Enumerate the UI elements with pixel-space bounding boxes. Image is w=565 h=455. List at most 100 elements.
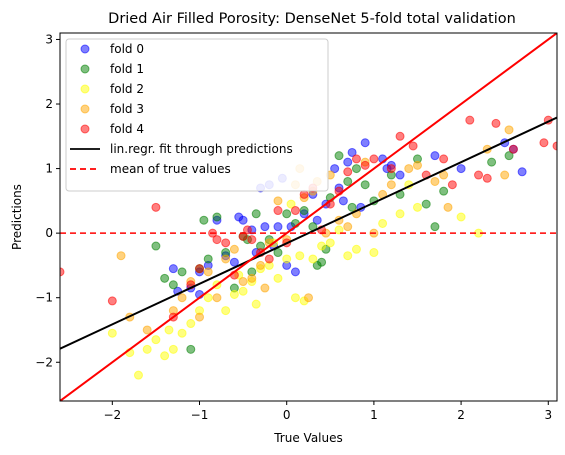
fold-3-point bbox=[386, 180, 396, 190]
fold-3-point bbox=[229, 244, 239, 254]
fold-0-point bbox=[273, 222, 283, 232]
fold-0-point bbox=[347, 147, 357, 157]
fold-3-point bbox=[404, 164, 414, 174]
fold-0-point bbox=[229, 257, 239, 267]
fold-3-point bbox=[256, 260, 266, 270]
fold-4-point bbox=[369, 154, 379, 164]
legend-label: lin.regr. fit through predictions bbox=[110, 142, 293, 156]
fold-2-point bbox=[295, 251, 305, 261]
fold-2-point bbox=[186, 319, 196, 329]
fold-4-point bbox=[552, 141, 557, 151]
fold-0-point bbox=[360, 138, 370, 148]
fold-4-point bbox=[474, 170, 484, 180]
fold-2-point bbox=[238, 286, 248, 296]
legend-marker bbox=[80, 104, 90, 114]
fold-3-point bbox=[273, 196, 283, 206]
fold-0-point bbox=[330, 164, 340, 174]
fold-4-point bbox=[60, 267, 65, 277]
x-axis-label: True Values bbox=[273, 431, 343, 445]
fold-2-point bbox=[164, 325, 174, 335]
fold-3-point bbox=[260, 283, 270, 293]
fold-2-point bbox=[351, 244, 361, 254]
fold-3-point bbox=[142, 325, 152, 335]
fold-4-point bbox=[465, 115, 475, 125]
fold-1-point bbox=[203, 254, 213, 264]
fold-1-point bbox=[317, 257, 327, 267]
fold-1-point bbox=[334, 151, 344, 161]
fold-1-point bbox=[186, 344, 196, 354]
fold-4-point bbox=[195, 264, 205, 274]
fold-1-point bbox=[504, 151, 514, 161]
fold-1-point bbox=[487, 157, 497, 167]
fold-0-point bbox=[517, 167, 527, 177]
fold-0-point bbox=[430, 151, 440, 161]
fold-4-point bbox=[447, 180, 457, 190]
fold-4-point bbox=[264, 254, 274, 264]
fold-2-point bbox=[160, 351, 170, 361]
fold-1-point bbox=[343, 176, 353, 186]
legend-label: fold 0 bbox=[110, 42, 144, 56]
fold-3-point bbox=[500, 170, 510, 180]
fold-3-point bbox=[343, 222, 353, 232]
y-tick-label: 0 bbox=[45, 226, 53, 240]
fold-1-point bbox=[421, 199, 431, 209]
fold-3-point bbox=[212, 293, 222, 303]
plot-frame bbox=[59, 32, 558, 402]
fold-0-point bbox=[290, 267, 300, 277]
fold-0-point bbox=[168, 264, 178, 274]
fold-2-point bbox=[177, 328, 187, 338]
fold-2-point bbox=[282, 254, 292, 264]
fold-4-point bbox=[439, 154, 449, 164]
x-axis: −2 −1 0 1 2 3 bbox=[103, 401, 552, 422]
legend: fold 0 fold 1 fold 2 fold 3 fold 4 lin.regr. … bbox=[65, 38, 329, 192]
fold-0-point bbox=[338, 196, 348, 206]
fold-3-point bbox=[195, 312, 205, 322]
fold-2-point bbox=[317, 241, 327, 251]
y-axis: −2 −1 0 1 2 3 bbox=[35, 32, 60, 369]
y-tick-label: −2 bbox=[35, 355, 53, 369]
fold-3-point bbox=[412, 160, 422, 170]
y-axis-label: Predictions bbox=[10, 184, 24, 250]
fold-2-point bbox=[286, 199, 296, 209]
fold-1-point bbox=[199, 215, 209, 225]
fold-1-point bbox=[347, 202, 357, 212]
fold-1-point bbox=[151, 241, 161, 251]
fold-3-point bbox=[304, 293, 313, 303]
legend-box bbox=[65, 38, 329, 192]
y-tick-label: 2 bbox=[45, 97, 53, 111]
x-tick-label: 2 bbox=[457, 408, 465, 422]
fold-1-point bbox=[251, 209, 261, 219]
x-tick-label: −1 bbox=[191, 408, 209, 422]
fold-3-point bbox=[116, 251, 126, 261]
legend-label: fold 1 bbox=[110, 62, 144, 76]
fold-3-point bbox=[247, 273, 257, 283]
regression-line bbox=[60, 116, 557, 350]
fold-4-point bbox=[242, 225, 252, 235]
fold-2-point bbox=[221, 306, 231, 316]
fold-1-point bbox=[439, 186, 449, 196]
fold-4-point bbox=[408, 141, 418, 151]
fold-4-point bbox=[221, 238, 231, 248]
fold-4-point bbox=[107, 296, 117, 306]
legend-marker bbox=[80, 64, 90, 74]
fold-1-point bbox=[360, 180, 370, 190]
chart-title: Dried Air Filled Porosity: DenseNet 5-fo… bbox=[108, 11, 516, 27]
fold-2-point bbox=[290, 293, 300, 303]
fold-2-point bbox=[203, 293, 213, 303]
fold-4-point bbox=[360, 160, 370, 170]
fold-3-point bbox=[177, 293, 187, 303]
fold-1-point bbox=[168, 280, 178, 290]
y-tick-label: 1 bbox=[45, 162, 53, 176]
fold-2-point bbox=[378, 218, 388, 228]
fold-2-point bbox=[107, 328, 117, 338]
fold-4-point bbox=[273, 206, 283, 216]
fold-4-point bbox=[151, 202, 161, 212]
legend-label: fold 2 bbox=[110, 82, 144, 96]
fold-2-point bbox=[334, 225, 344, 235]
fold-4-point bbox=[247, 235, 257, 245]
legend-marker bbox=[80, 124, 90, 134]
legend-label: mean of true values bbox=[110, 162, 231, 176]
fold-1-point bbox=[299, 206, 309, 216]
x-tick-label: 1 bbox=[370, 408, 378, 422]
fold-4-point bbox=[539, 138, 549, 148]
